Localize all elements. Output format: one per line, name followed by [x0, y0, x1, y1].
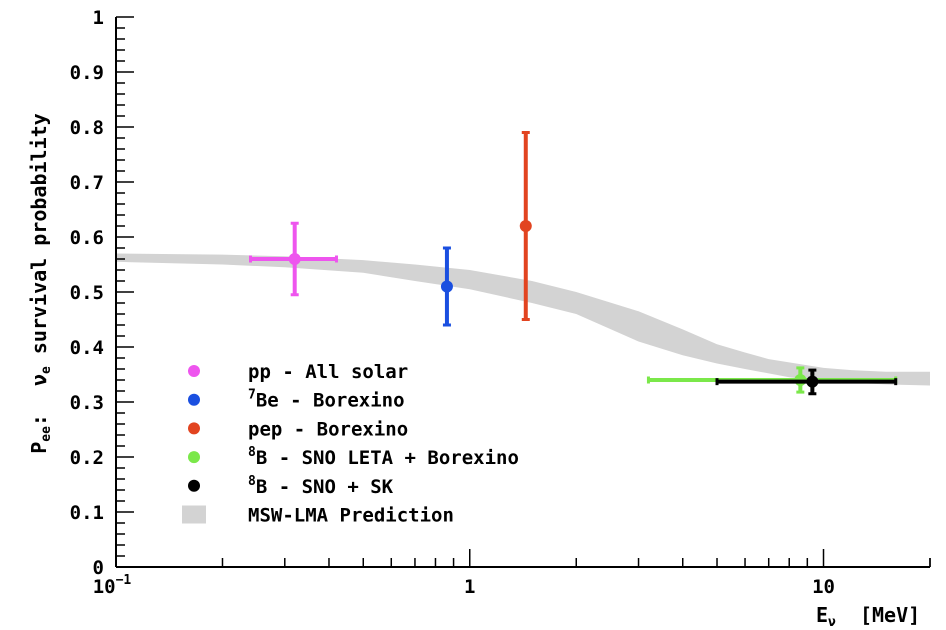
y-tick-label: 1	[93, 7, 104, 29]
y-axis-title-prefix: P	[27, 442, 51, 454]
legend-label: MSW-LMA Prediction	[248, 505, 454, 527]
data-point	[806, 375, 819, 388]
data-point	[519, 220, 532, 232]
data-point-group-1	[249, 221, 338, 297]
y-tick-label: 0.3	[70, 392, 104, 414]
y-axis-title-nu: ν	[27, 374, 51, 386]
y-axis-title-colon: :	[27, 414, 51, 426]
legend-label: pep - Borexino	[248, 418, 408, 440]
x-axis-title-sub: ν	[828, 615, 836, 630]
y-tick-label: 0.1	[70, 502, 104, 524]
axes-layer	[115, 16, 931, 568]
x-tick-label: 10−1	[93, 573, 132, 598]
data-point	[288, 253, 301, 265]
y-axis-title-prefix-sub: ee	[39, 426, 54, 442]
y-axis-title-nu-sub: e	[39, 366, 54, 374]
y-tick-label: 0.7	[70, 172, 104, 194]
msw-lma-band-layer	[116, 253, 930, 386]
legend-label: 8B - SNO + SK	[248, 474, 394, 498]
data-point-group-2	[440, 246, 453, 327]
x-tick-label: 1	[464, 576, 475, 598]
y-tick-label: 0.8	[70, 117, 104, 139]
x-tick-label: 10	[812, 576, 835, 598]
data-point-group-5	[715, 368, 898, 396]
legend: pp - All solar 7Be - Borexino pep - Borexi…	[182, 361, 519, 527]
y-tick-label: 0.6	[70, 227, 104, 249]
tick-labels-layer: 0 0.1 0.2 0.3 0.4 0.5 0.6 0.7 0.8 0.9 1 10−1 1 10	[70, 7, 835, 598]
msw-lma-prediction-band	[116, 253, 930, 386]
y-tick-label: 0.2	[70, 447, 104, 469]
y-tick-label: 0.9	[70, 62, 104, 84]
y-axis-title: Pee: νe survival probability	[27, 77, 54, 514]
y-tick-label: 0	[93, 557, 104, 579]
legend-marker	[188, 479, 200, 492]
legend-label: pp - All solar	[248, 361, 408, 383]
legend-marker	[188, 393, 200, 406]
data-point-group-3	[519, 131, 532, 321]
data-point	[440, 280, 453, 293]
x-axis-title-main: E	[816, 603, 828, 627]
legend-marker	[188, 422, 200, 435]
y-tick-label: 0.5	[70, 282, 104, 304]
y-tick-label: 0.4	[70, 337, 104, 359]
data-series-layer	[249, 131, 898, 396]
y-axis-title-text: survival probability	[27, 113, 51, 366]
legend-label: 7Be - Borexino	[248, 388, 405, 412]
legend-band-swatch	[182, 505, 206, 524]
x-axis-title: Eν [MeV]	[816, 603, 920, 630]
legend-marker	[188, 451, 200, 464]
x-axis-title-rest: [MeV]	[836, 603, 920, 627]
legend-marker	[188, 365, 200, 377]
legend-label: 8B - SNO LETA + Borexino	[248, 445, 519, 469]
